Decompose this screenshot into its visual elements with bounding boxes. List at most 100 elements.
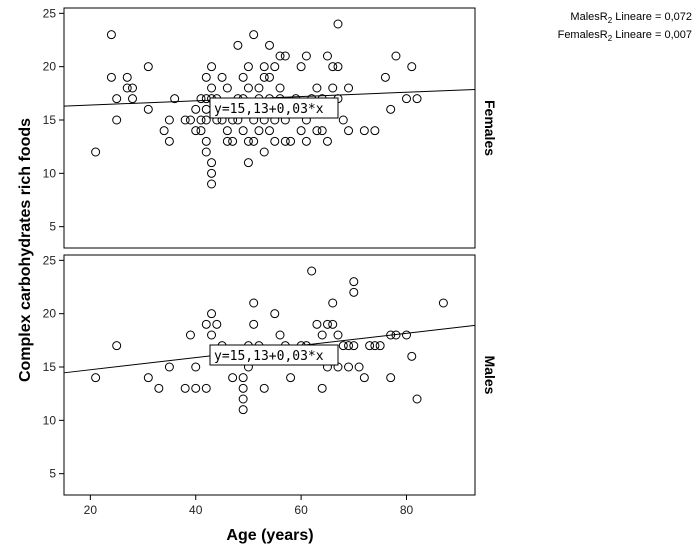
data-point-females — [280, 136, 290, 146]
data-point-females — [191, 104, 201, 114]
data-point-females — [338, 115, 348, 125]
data-point-females — [407, 62, 417, 72]
equation-label-females: y=15,13+0,03*x — [214, 102, 324, 117]
y-tick-label-females: 20 — [43, 60, 57, 74]
data-point-females — [380, 72, 390, 82]
data-point-females — [122, 83, 132, 93]
points-males — [91, 266, 448, 415]
y-tick-label-females: 5 — [49, 220, 56, 234]
data-point-females — [243, 136, 253, 146]
data-point-males — [207, 309, 217, 319]
r2-males-label: MalesR — [570, 11, 608, 23]
data-point-females — [265, 40, 274, 50]
data-point-females — [201, 115, 211, 125]
data-point-males — [328, 298, 338, 308]
data-point-males — [370, 341, 380, 351]
data-point-females — [344, 83, 354, 93]
data-point-females — [249, 30, 259, 40]
data-point-females — [259, 62, 269, 72]
data-point-females — [238, 72, 248, 82]
data-point-females — [249, 136, 259, 146]
data-point-females — [217, 72, 227, 82]
data-point-males — [344, 362, 354, 372]
data-point-males — [180, 383, 190, 393]
data-point-males — [317, 383, 327, 393]
x-axis: 20 40 60 80 — [84, 495, 414, 517]
x-axis-label: Age (years) — [226, 527, 313, 544]
data-point-males — [238, 373, 248, 383]
data-point-females — [196, 94, 206, 104]
data-point-females — [312, 83, 322, 93]
r2-legend-females: FemalesR2 Lineare = 0,007 — [558, 28, 692, 46]
data-point-females — [106, 72, 116, 82]
data-point-males — [112, 341, 122, 351]
equation-box-males: y=15,13+0,03*x — [209, 344, 339, 366]
data-point-females — [159, 126, 169, 136]
data-point-females — [128, 83, 137, 93]
data-point-males — [349, 287, 359, 297]
data-point-males — [185, 330, 195, 340]
r2-females-text: Lineare = 0,007 — [612, 29, 692, 42]
data-point-females — [359, 126, 369, 136]
data-point-females — [143, 104, 153, 114]
data-point-females — [222, 136, 232, 146]
data-point-males — [322, 319, 332, 329]
r2-females-label: FemalesR — [557, 29, 608, 42]
data-point-males — [154, 383, 164, 393]
data-point-males — [375, 341, 385, 351]
data-point-females — [402, 94, 411, 104]
y-tick-label-males: 25 — [43, 253, 57, 267]
data-point-females — [270, 136, 280, 146]
panel-frame-males — [63, 254, 476, 496]
data-point-females — [254, 126, 264, 136]
data-point-females — [296, 62, 306, 72]
data-point-females — [106, 30, 116, 40]
data-point-females — [201, 136, 211, 146]
data-point-males — [286, 373, 296, 383]
x-tick-label: 80 — [400, 503, 414, 517]
data-point-males — [412, 394, 422, 404]
data-point-females — [328, 62, 338, 72]
data-point-females — [370, 126, 380, 136]
y-axis-males: 5 10 15 20 25 — [43, 253, 64, 481]
data-point-males — [275, 330, 285, 340]
data-point-females — [275, 51, 285, 61]
panel-males: 5 10 15 20 25 y=15,13+0,03*x Males — [43, 253, 498, 496]
x-tick-label: 60 — [294, 503, 308, 517]
data-point-males — [365, 341, 375, 351]
data-point-females — [317, 126, 327, 136]
data-point-females — [386, 104, 396, 114]
data-point-females — [196, 115, 206, 125]
data-point-females — [207, 62, 217, 72]
r2-legend: MalesR2 Lineare = 0,072 FemalesR2 Linear… — [558, 10, 692, 46]
data-point-females — [112, 94, 122, 104]
y-tick-label-females: 25 — [43, 6, 57, 20]
data-point-females — [207, 158, 217, 168]
panel-females: 5 10 15 20 25 y=15,13+0,03*x Females — [43, 6, 498, 249]
data-point-males — [270, 309, 280, 319]
data-point-males — [333, 330, 343, 340]
data-point-females — [180, 115, 190, 125]
data-point-males — [238, 383, 248, 393]
data-point-females — [322, 136, 332, 146]
data-point-females — [201, 104, 211, 114]
data-point-females — [333, 62, 343, 72]
y-tick-label-males: 20 — [43, 307, 57, 321]
data-point-males — [359, 373, 369, 383]
data-point-females — [344, 126, 354, 136]
data-point-females — [243, 158, 253, 168]
data-point-females — [243, 83, 253, 93]
data-point-females — [286, 136, 296, 146]
data-point-females — [128, 94, 137, 104]
data-point-males — [91, 373, 101, 383]
data-point-males — [328, 319, 338, 329]
data-point-males — [354, 362, 364, 372]
data-point-females — [191, 126, 201, 136]
data-point-males — [249, 298, 259, 308]
equation-box-females: y=15,13+0,03*x — [209, 97, 339, 119]
data-point-females — [201, 72, 211, 82]
data-point-females — [185, 115, 195, 125]
x-tick-label: 20 — [84, 503, 98, 517]
data-point-females — [238, 126, 248, 136]
